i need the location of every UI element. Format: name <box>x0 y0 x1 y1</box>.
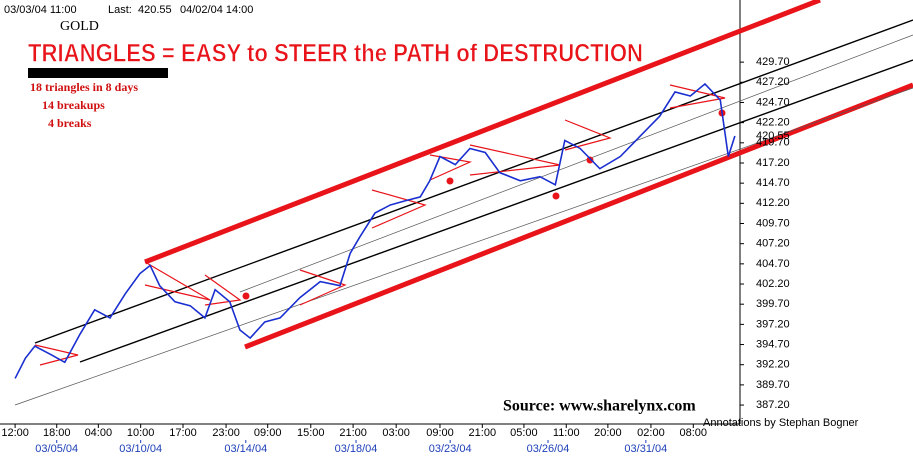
dot <box>446 177 454 185</box>
x-tick-label: 03:00 <box>382 427 410 439</box>
triangle <box>204 274 242 306</box>
x-tick-label: 10:00 <box>127 427 155 439</box>
header-start: 03/03/04 11:00 <box>4 4 77 16</box>
x-tick-label: 08:00 <box>680 427 708 439</box>
triangle <box>299 269 347 306</box>
x-tick-label: 23:00 <box>212 427 240 439</box>
date-tick-label: 03/26/04 <box>527 443 570 455</box>
dot <box>586 156 594 164</box>
last-price-label: 420.55 <box>756 130 790 142</box>
y-tick-label: 409.70 <box>756 217 790 229</box>
lower-channel <box>244 82 913 350</box>
y-tick-label: 387.20 <box>756 399 790 411</box>
y-tick-label: 424.70 <box>756 96 790 108</box>
chart-title: TRIANGLES = EASY to STEER the PATH of DE… <box>28 40 643 68</box>
y-tick-label: 412.20 <box>756 197 790 209</box>
trend-line <box>79 59 913 363</box>
price-line <box>14 82 736 379</box>
source: Source: www.sharelynx.com <box>503 398 696 415</box>
date-tick-label: 03/23/04 <box>429 443 472 455</box>
x-tick-label: 09:00 <box>254 427 282 439</box>
date-tick-label: 03/18/04 <box>335 443 378 455</box>
trend-line <box>34 19 913 344</box>
x-tick-label: 21:00 <box>469 427 497 439</box>
y-tick-label: 429.70 <box>756 56 790 68</box>
dot <box>242 292 250 300</box>
y-tick-label: 399.70 <box>756 298 790 310</box>
y-tick-label: 414.70 <box>756 177 790 189</box>
header-end: 04/02/04 14:00 <box>180 4 253 16</box>
triangle <box>564 119 612 151</box>
triangle <box>371 189 427 229</box>
triangle <box>669 84 726 109</box>
note: 14 breakups <box>42 98 105 112</box>
y-tick-label: 422.20 <box>756 117 790 129</box>
break-dots <box>242 109 726 300</box>
triangle <box>429 154 473 181</box>
y-tick-label: 397.20 <box>756 318 790 330</box>
y-tick-label: 427.20 <box>756 76 790 88</box>
y-tick-label: 407.20 <box>756 238 790 250</box>
header-last-label: Last: <box>108 4 132 16</box>
x-tick-label: 15:00 <box>297 427 325 439</box>
date-tick-label: 03/31/04 <box>624 443 667 455</box>
note: 4 breaks <box>48 116 92 130</box>
title-underline <box>28 68 168 78</box>
x-tick-label: 09:00 <box>426 427 454 439</box>
y-tick-label: 394.70 <box>756 338 790 350</box>
y-tick-label: 417.20 <box>756 157 790 169</box>
credit: Annotations by Stephan Bogner <box>703 417 859 429</box>
x-tick-label: 04:00 <box>85 427 113 439</box>
y-tick-label: 392.20 <box>756 359 790 371</box>
y-tick-label: 402.20 <box>756 278 790 290</box>
trend-line <box>14 87 913 406</box>
x-tick-label: 02:00 <box>637 427 665 439</box>
note: 18 triangles in 8 days <box>30 80 138 94</box>
symbol: GOLD <box>60 19 99 34</box>
date-tick-label: 03/14/04 <box>224 443 267 455</box>
date-tick-label: 03/05/04 <box>35 443 78 455</box>
x-tick-label: 05:00 <box>510 427 538 439</box>
y-tick-label: 389.70 <box>756 379 790 391</box>
plot <box>14 82 736 379</box>
x-tick-label: 18:00 <box>43 427 71 439</box>
y-tick-label: 404.70 <box>756 258 790 270</box>
date-tick-label: 03/10/04 <box>119 443 162 455</box>
dot <box>552 192 560 200</box>
triangle <box>34 344 79 366</box>
x-tick-label: 12:00 <box>1 427 29 439</box>
x-tick-label: 11:00 <box>553 427 580 439</box>
header-last: 420.55 <box>138 4 172 16</box>
x-tick-label: 21:00 <box>339 427 367 439</box>
triangle <box>144 261 211 301</box>
upper-channel <box>144 0 821 265</box>
y-tick-label: 419.70 <box>756 137 790 149</box>
x-tick-label: 20:00 <box>594 427 622 439</box>
x-tick-label: 17:00 <box>169 427 197 439</box>
